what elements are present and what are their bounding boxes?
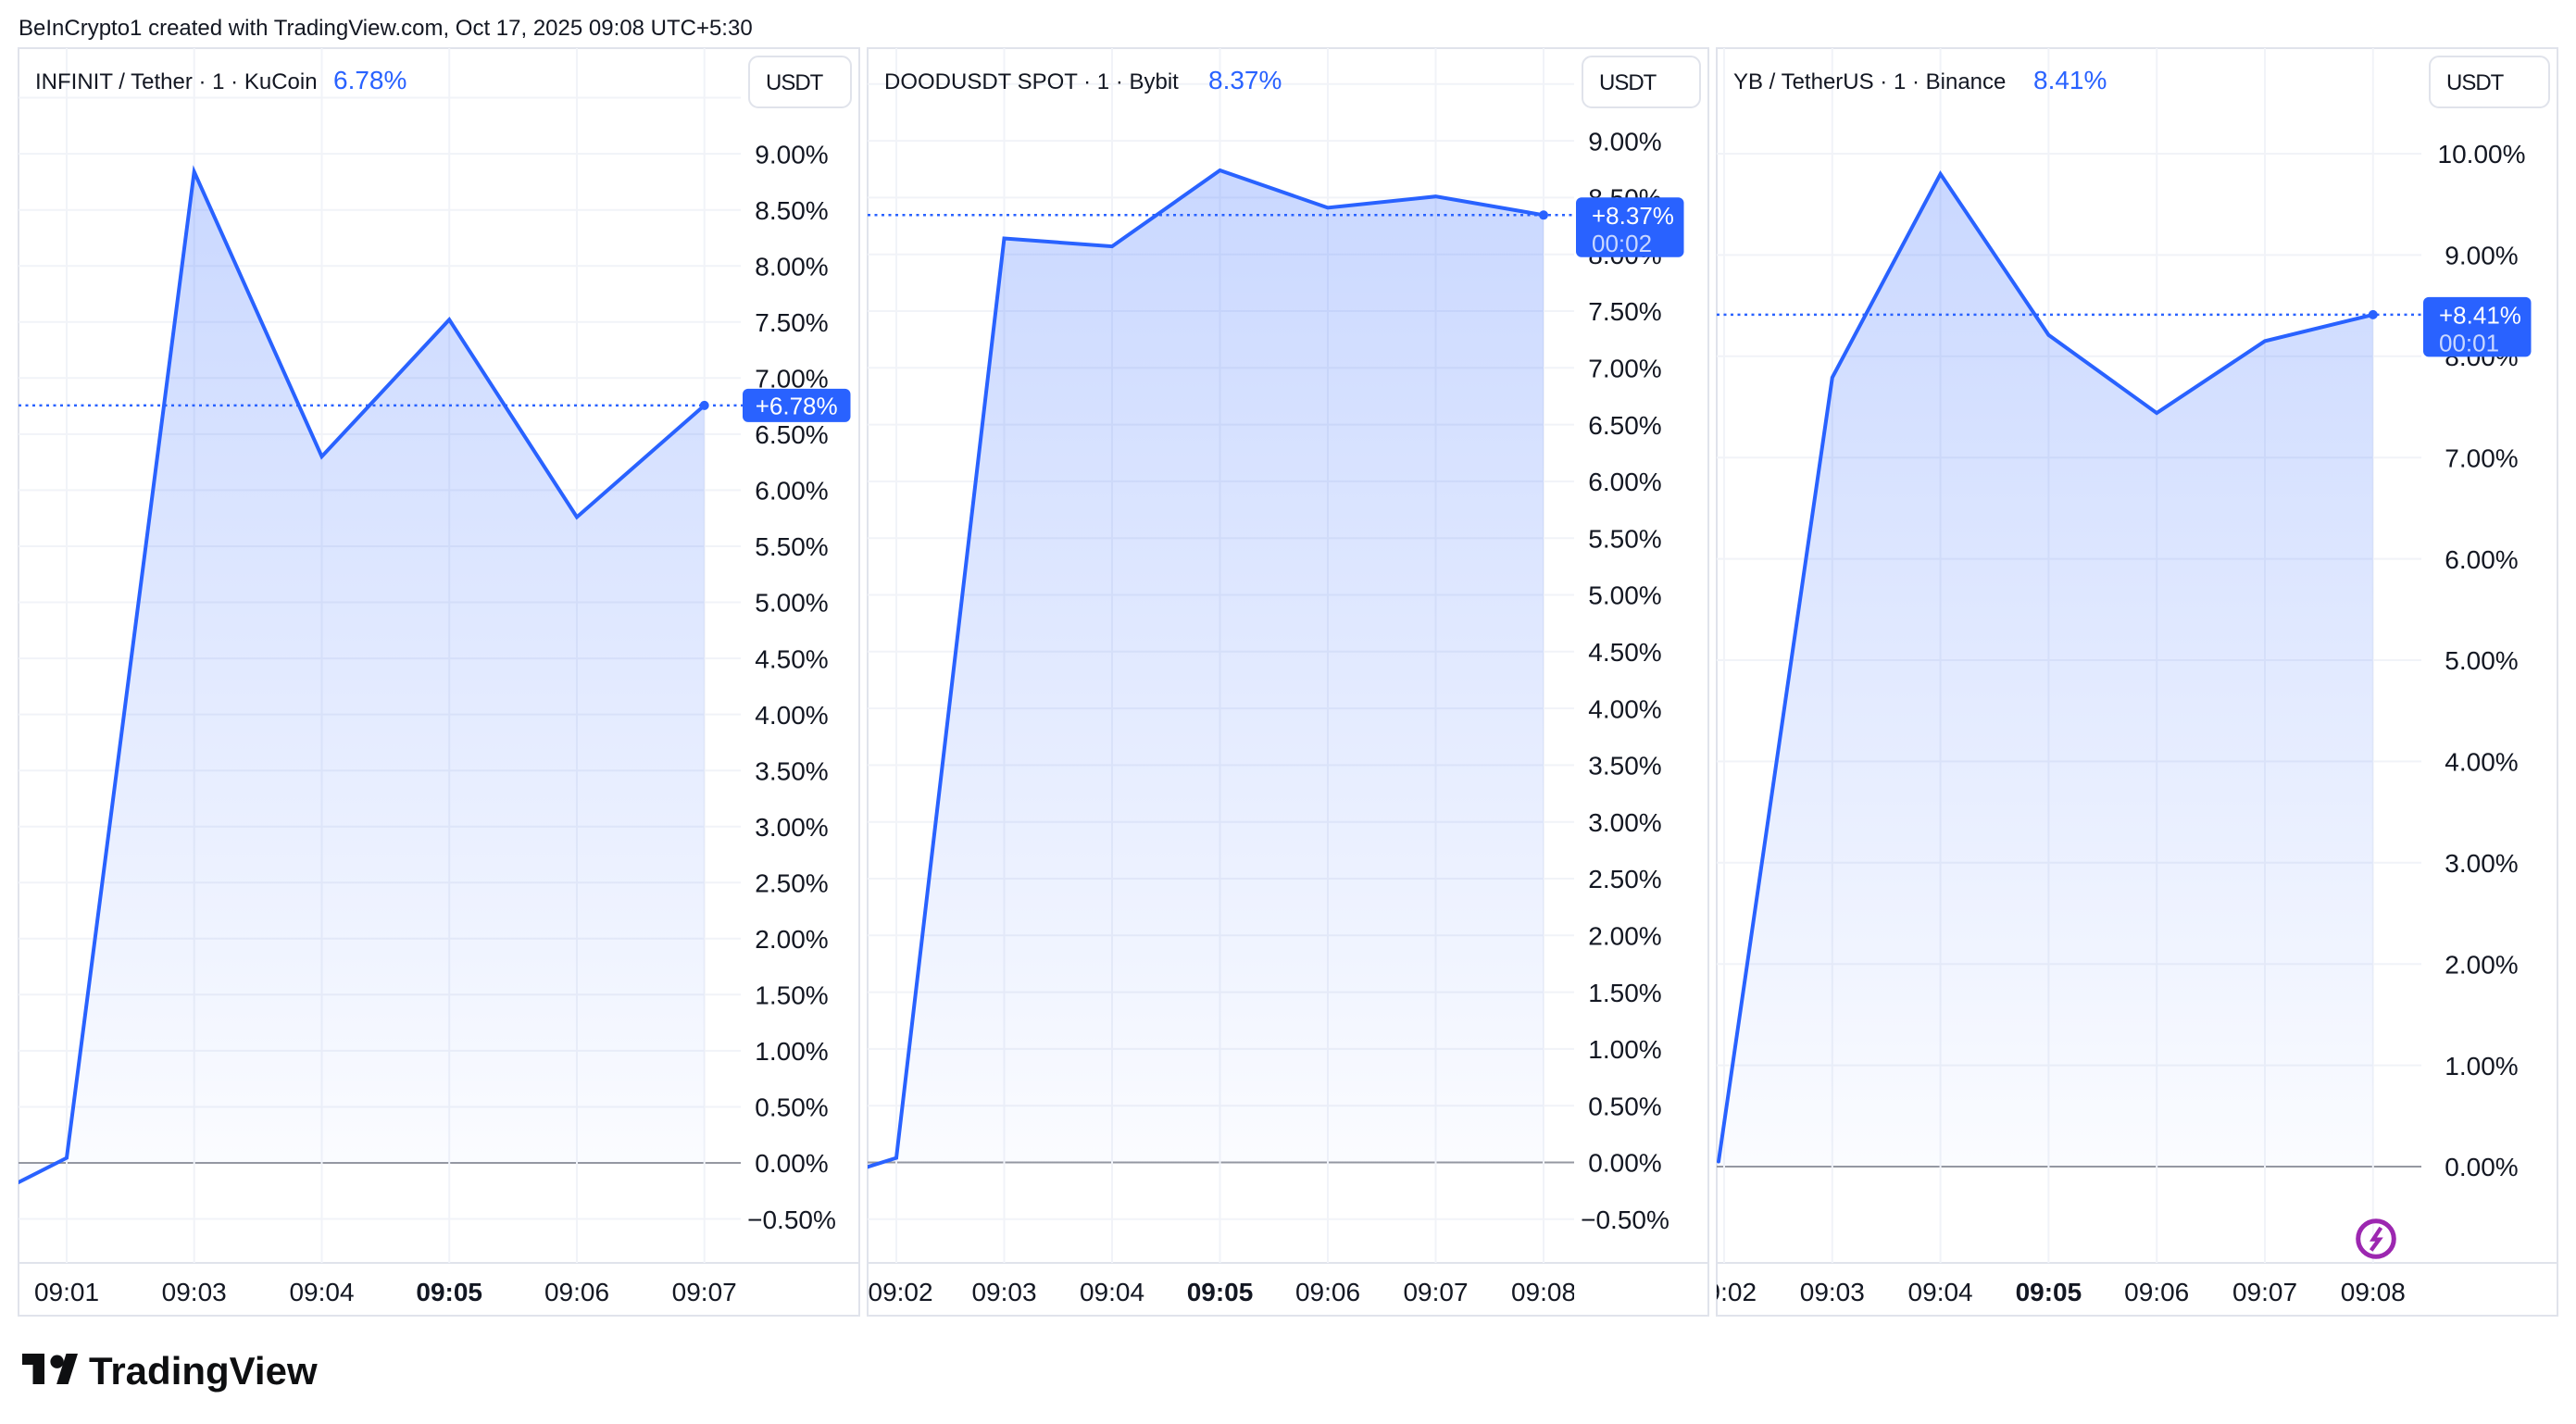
svg-text:9.00%: 9.00% (755, 140, 828, 169)
svg-text:6.00%: 6.00% (1588, 468, 1661, 496)
svg-text:8.00%: 8.00% (755, 252, 828, 281)
svg-text:09:05: 09:05 (1187, 1278, 1254, 1306)
svg-text:1.50%: 1.50% (755, 981, 828, 1010)
svg-text:6.00%: 6.00% (2445, 545, 2518, 574)
svg-text:09:06: 09:06 (544, 1278, 609, 1306)
svg-text:8.41%: 8.41% (2033, 66, 2107, 94)
svg-text:3.50%: 3.50% (1588, 752, 1661, 781)
svg-text:09:07: 09:07 (2232, 1278, 2297, 1306)
svg-text:−0.50%: −0.50% (747, 1205, 836, 1234)
svg-text:00:02: 00:02 (1592, 230, 1652, 257)
svg-text:09:06: 09:06 (1295, 1278, 1360, 1306)
svg-text:8.37%: 8.37% (1208, 66, 1282, 94)
svg-text:+8.41%: +8.41% (2439, 301, 2521, 329)
svg-text:09:01: 09:01 (34, 1278, 99, 1306)
svg-text:1.00%: 1.00% (755, 1037, 828, 1066)
svg-text:5.50%: 5.50% (1588, 524, 1661, 553)
svg-text:2.00%: 2.00% (1588, 922, 1661, 951)
svg-text:09:03: 09:03 (1800, 1278, 1865, 1306)
svg-text:4.50%: 4.50% (755, 644, 828, 673)
svg-text:5.50%: 5.50% (755, 532, 828, 561)
svg-text:09:06: 09:06 (2124, 1278, 2189, 1306)
svg-text:09:04: 09:04 (289, 1278, 354, 1306)
svg-text:TradingView: TradingView (89, 1349, 318, 1393)
svg-text:5.00%: 5.00% (2445, 646, 2518, 675)
svg-text:0.50%: 0.50% (755, 1093, 828, 1122)
svg-text:7.00%: 7.00% (2445, 443, 2518, 472)
svg-text:2.00%: 2.00% (755, 925, 828, 954)
svg-text:3.50%: 3.50% (755, 756, 828, 785)
svg-text:5.00%: 5.00% (755, 589, 828, 618)
svg-text:3.00%: 3.00% (755, 813, 828, 842)
svg-text:0.00%: 0.00% (755, 1149, 828, 1178)
svg-text:USDT: USDT (766, 70, 824, 95)
svg-text:4.00%: 4.00% (1588, 694, 1661, 723)
svg-text:8.50%: 8.50% (755, 196, 828, 225)
svg-text:4.00%: 4.00% (755, 701, 828, 730)
svg-text:+6.78%: +6.78% (756, 392, 838, 419)
svg-text:10.00%: 10.00% (2438, 140, 2526, 169)
svg-text:2.50%: 2.50% (755, 869, 828, 898)
svg-text:YB / TetherUS · 1 · Binance: YB / TetherUS · 1 · Binance (1733, 69, 2006, 94)
svg-text:2.50%: 2.50% (1588, 865, 1661, 893)
svg-text:09:07: 09:07 (672, 1278, 737, 1306)
svg-text:2.00%: 2.00% (2445, 950, 2518, 979)
svg-text:DOODUSDT SPOT · 1 · Bybit: DOODUSDT SPOT · 1 · Bybit (884, 69, 1179, 94)
svg-text:09:07: 09:07 (1403, 1278, 1468, 1306)
svg-text:7.00%: 7.00% (1588, 355, 1661, 383)
svg-text:0.50%: 0.50% (1588, 1092, 1661, 1120)
svg-text:6.50%: 6.50% (755, 420, 828, 449)
svg-text:USDT: USDT (2446, 70, 2505, 95)
svg-text:3.00%: 3.00% (1588, 808, 1661, 837)
svg-text:09:03: 09:03 (162, 1278, 227, 1306)
svg-text:7.50%: 7.50% (755, 308, 828, 337)
svg-text:09:05: 09:05 (416, 1278, 482, 1306)
svg-text:USDT: USDT (1599, 70, 1657, 95)
svg-text:6.78%: 6.78% (333, 66, 406, 94)
svg-text:3.00%: 3.00% (2445, 849, 2518, 878)
svg-text:09:08: 09:08 (1511, 1278, 1576, 1306)
svg-text:−0.50%: −0.50% (1581, 1205, 1669, 1234)
svg-text:9.00%: 9.00% (1588, 127, 1661, 156)
svg-text:09:02: 09:02 (869, 1278, 933, 1306)
svg-text:5.00%: 5.00% (1588, 581, 1661, 610)
svg-text:0.00%: 0.00% (1588, 1149, 1661, 1178)
svg-text:6.00%: 6.00% (755, 477, 828, 506)
svg-text:7.50%: 7.50% (1588, 297, 1661, 326)
svg-text:INFINIT / Tether · 1 · KuCoin: INFINIT / Tether · 1 · KuCoin (35, 69, 318, 94)
svg-text:0.00%: 0.00% (2445, 1153, 2518, 1181)
svg-text:BeInCrypto1 created with Tradi: BeInCrypto1 created with TradingView.com… (19, 16, 753, 41)
svg-text:1.50%: 1.50% (1588, 979, 1661, 1007)
svg-text:09:05: 09:05 (2016, 1278, 2082, 1306)
svg-text:1.00%: 1.00% (1588, 1035, 1661, 1064)
svg-text:1.00%: 1.00% (2445, 1052, 2518, 1080)
svg-text:09:04: 09:04 (1908, 1278, 1973, 1306)
svg-text:09:03: 09:03 (971, 1278, 1036, 1306)
svg-text:4.50%: 4.50% (1588, 638, 1661, 667)
svg-text:9.00%: 9.00% (2445, 242, 2518, 270)
svg-text:09:04: 09:04 (1080, 1278, 1144, 1306)
svg-text:09:08: 09:08 (2341, 1278, 2406, 1306)
svg-text:4.00%: 4.00% (2445, 748, 2518, 777)
svg-text:00:01: 00:01 (2439, 329, 2499, 356)
svg-text:+8.37%: +8.37% (1592, 202, 1674, 230)
svg-text:7.00%: 7.00% (755, 365, 828, 393)
svg-text:09:02: 09:02 (1692, 1278, 1757, 1306)
svg-text:6.50%: 6.50% (1588, 411, 1661, 440)
